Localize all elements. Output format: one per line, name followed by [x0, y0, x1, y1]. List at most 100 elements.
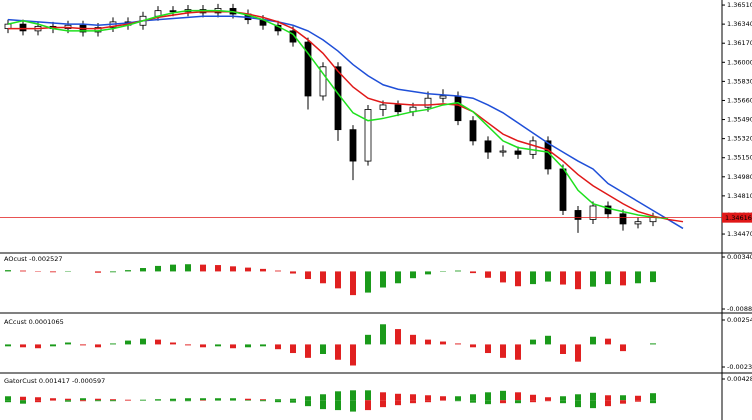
histogram-bar [230, 344, 236, 349]
candle-body [439, 95, 447, 99]
histogram-bar [110, 271, 116, 273]
histogram-bar [650, 271, 656, 283]
gator-bar [485, 392, 491, 401]
gator-bar [275, 400, 281, 403]
gator-bar [545, 400, 551, 402]
histogram-bar [530, 271, 536, 285]
histogram-bar [455, 343, 461, 345]
gator-bar [335, 400, 341, 411]
candle-body [349, 129, 357, 162]
histogram-bar [575, 271, 581, 290]
gator-bar [170, 398, 176, 401]
candle-body [604, 205, 612, 215]
gator-bar [485, 400, 491, 405]
gator-bar [350, 400, 356, 412]
candle-body [619, 213, 627, 225]
histogram-bar [245, 267, 251, 272]
gator-bar [440, 396, 446, 401]
histogram-bar [410, 334, 416, 345]
histogram-bar [425, 271, 431, 275]
histogram-bar [275, 344, 281, 350]
gator-bar [530, 400, 536, 403]
histogram-bar [110, 343, 116, 345]
histogram-bar [500, 344, 506, 358]
histogram-bar [245, 344, 251, 348]
gator-bar [245, 398, 251, 401]
y-tick-label: 1.36170 [727, 39, 752, 47]
gator-bar [65, 400, 71, 402]
gator-bar [320, 394, 326, 401]
gator-bar [560, 396, 566, 401]
histogram-bar [635, 271, 641, 284]
y-tick-label: 0.004288 [727, 375, 752, 383]
gator-bar [515, 392, 521, 401]
gator-bar [5, 400, 11, 403]
candle-body [529, 140, 537, 155]
current-price-box [722, 212, 752, 223]
gator-bar [155, 399, 161, 401]
histogram-bar [605, 271, 611, 285]
histogram-bar [515, 271, 521, 287]
y-tick-label: 1.34980 [727, 173, 752, 181]
histogram-bar [350, 271, 356, 296]
histogram-bar [320, 271, 326, 284]
gator-bar [95, 400, 101, 402]
histogram-bar [170, 342, 176, 345]
gator-bar [20, 400, 26, 404]
histogram-bar [365, 271, 371, 293]
histogram-bar [260, 268, 266, 272]
histogram-bar [545, 335, 551, 345]
histogram-bar [155, 265, 161, 272]
gator-bar [575, 400, 581, 408]
gator-bar [380, 400, 386, 408]
histogram-bar [380, 324, 386, 345]
gator-bar [590, 400, 596, 409]
gator-bar [620, 395, 626, 401]
histogram-bar [485, 271, 491, 278]
histogram-bar [95, 344, 101, 348]
histogram-bar [155, 339, 161, 345]
gator-bar [500, 390, 506, 401]
y-tick-label: 1.36510 [727, 1, 752, 9]
gator-bar [65, 398, 71, 401]
histogram-bar [95, 271, 101, 273]
candle-body [559, 168, 567, 211]
gator-bar [635, 400, 641, 402]
gator-bar [545, 397, 551, 401]
gator-bar [650, 393, 656, 401]
gator-bar [170, 400, 176, 402]
gator-bar [395, 393, 401, 401]
gator-bar [365, 390, 371, 401]
histogram-bar [620, 271, 626, 286]
histogram-bar [575, 344, 581, 362]
gator-bar [290, 398, 296, 401]
histogram-bar [305, 344, 311, 358]
histogram-bar [215, 344, 221, 347]
gator-bar [425, 400, 431, 403]
candle-body [484, 140, 492, 153]
gator-bar [80, 398, 86, 401]
gator-bar [275, 399, 281, 401]
histogram-bar [200, 264, 206, 272]
indicator-label: ACcust 0.0001065 [4, 318, 64, 326]
gator-bar [410, 394, 416, 401]
y-tick-label: -0.0023561 [727, 363, 752, 371]
indicator-label: GatorCust 0.001417 -0.000597 [4, 377, 105, 385]
gator-bar [635, 395, 641, 401]
histogram-bar [140, 268, 146, 272]
histogram-bar [650, 343, 656, 345]
gator-bar [620, 400, 626, 404]
gator-bar [590, 392, 596, 401]
histogram-bar [605, 338, 611, 345]
gator-bar [215, 398, 221, 401]
gator-bar [185, 398, 191, 401]
indicator-line [8, 11, 684, 223]
gator-bar [335, 391, 341, 401]
histogram-bar [320, 344, 326, 354]
candle-body [574, 210, 582, 220]
y-tick-label: 1.35150 [727, 154, 752, 162]
histogram-bar [335, 271, 341, 289]
histogram-bar [425, 339, 431, 345]
gator-bar [35, 400, 41, 403]
